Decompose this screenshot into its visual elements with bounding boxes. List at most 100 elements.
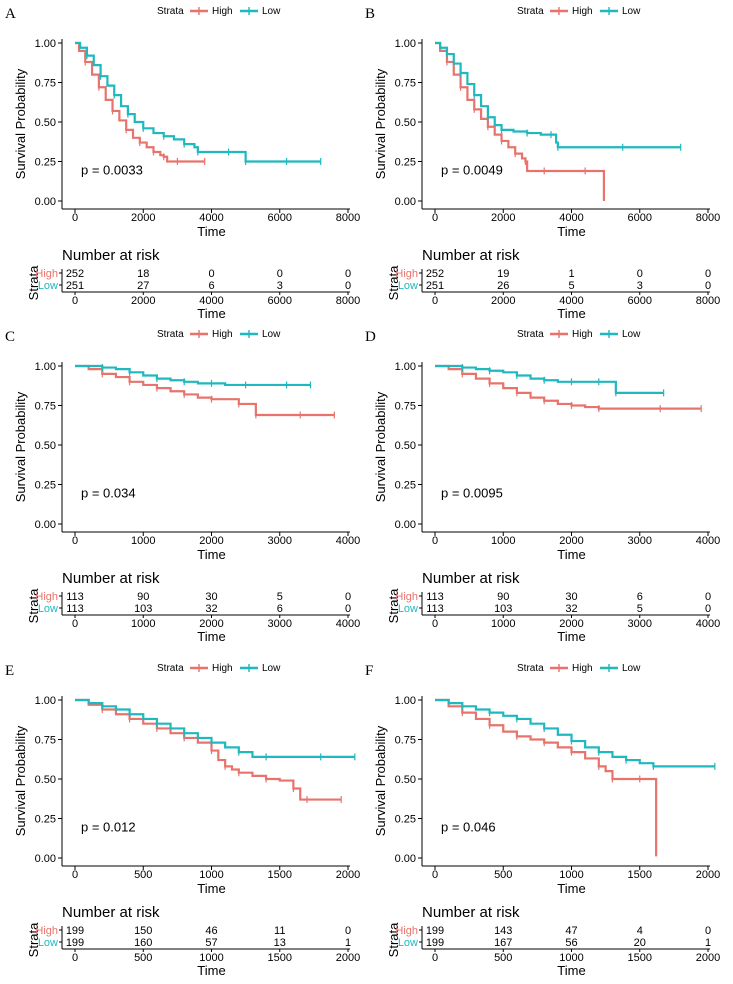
- y-tick-label: 1.00: [395, 695, 416, 707]
- legend-title: Strata: [517, 329, 544, 340]
- risk-table-title: Number at risk: [422, 904, 520, 921]
- y-tick-label: 1.00: [35, 38, 56, 50]
- x-tick-label: 3000: [628, 535, 652, 547]
- y-tick-label: 1.00: [395, 38, 416, 50]
- x-axis-title: Time: [197, 547, 225, 562]
- km-curve-high: [435, 41, 606, 201]
- risk-count: 1: [705, 937, 711, 949]
- panel-letter: F: [365, 663, 373, 679]
- p-value: p = 0.012: [81, 819, 136, 834]
- risk-row-label-low: Low: [398, 280, 418, 292]
- risk-count: 46: [205, 925, 217, 937]
- km-curve-low: [75, 364, 311, 387]
- risk-count: 0: [705, 603, 711, 615]
- x-tick-label: 1000: [491, 535, 515, 547]
- risk-count: 32: [205, 603, 217, 615]
- risk-x-tick-label: 1500: [628, 952, 652, 964]
- risk-count: 167: [494, 937, 512, 949]
- risk-x-tick-label: 0: [72, 295, 78, 307]
- risk-strata-label: Strata: [26, 588, 41, 623]
- x-tick-label: 2000: [491, 212, 515, 224]
- risk-count: 0: [705, 280, 711, 292]
- km-curve-low: [75, 41, 321, 163]
- y-tick-label: 0.25: [395, 480, 416, 492]
- panel-letter: B: [365, 6, 375, 22]
- x-tick-label: 1000: [131, 535, 155, 547]
- x-tick-label: 2000: [199, 535, 223, 547]
- legend-label-low: Low: [622, 329, 641, 340]
- risk-x-tick-label: 0: [72, 952, 78, 964]
- y-tick-label: 1.00: [35, 695, 56, 707]
- km-curve-low: [435, 364, 664, 394]
- legend-label-high: High: [572, 6, 593, 17]
- legend: Strata High Low: [517, 6, 641, 17]
- risk-x-tick-label: 0: [432, 295, 438, 307]
- x-tick-label: 2000: [336, 869, 360, 881]
- y-tick-label: 0.75: [35, 78, 56, 90]
- risk-count: 113: [426, 591, 444, 603]
- risk-count: 143: [494, 925, 512, 937]
- y-tick-label: 1.00: [35, 361, 56, 373]
- y-tick-label: 0.00: [35, 519, 56, 531]
- risk-count: 56: [565, 937, 577, 949]
- x-tick-label: 1500: [628, 869, 652, 881]
- risk-x-tick-label: 6000: [628, 295, 652, 307]
- p-value: p = 0.0033: [81, 162, 143, 177]
- x-axis-title: Time: [197, 881, 225, 896]
- x-tick-label: 4000: [199, 212, 223, 224]
- x-tick-label: 2000: [696, 869, 720, 881]
- risk-x-tick-label: 1000: [491, 618, 515, 630]
- risk-x-tick-label: 4000: [199, 295, 223, 307]
- x-tick-label: 2000: [131, 212, 155, 224]
- risk-x-tick-label: 500: [494, 952, 512, 964]
- risk-count: 0: [637, 268, 643, 280]
- risk-table-title: Number at risk: [62, 904, 160, 921]
- risk-count: 26: [497, 280, 509, 292]
- risk-count: 113: [66, 603, 84, 615]
- legend-label-low: Low: [262, 329, 281, 340]
- risk-x-tick-label: 2000: [491, 295, 515, 307]
- risk-count: 252: [66, 268, 84, 280]
- km-curve-high: [75, 364, 335, 417]
- legend-label-low: Low: [622, 663, 641, 674]
- risk-x-tick-label: 1500: [268, 952, 292, 964]
- risk-x-tick-label: 2000: [696, 952, 720, 964]
- risk-x-axis-title: Time: [557, 629, 585, 644]
- x-tick-label: 8000: [336, 212, 360, 224]
- risk-count: 5: [568, 280, 574, 292]
- x-tick-label: 0: [72, 869, 78, 881]
- x-tick-label: 8000: [696, 212, 720, 224]
- risk-count: 18: [137, 268, 149, 280]
- risk-count: 160: [134, 937, 152, 949]
- risk-count: 199: [66, 925, 84, 937]
- risk-x-tick-label: 0: [72, 618, 78, 630]
- risk-x-tick-label: 4000: [696, 618, 720, 630]
- y-tick-label: 0.00: [395, 519, 416, 531]
- km-curve-high: [75, 698, 342, 801]
- risk-count: 11: [274, 925, 285, 937]
- x-axis-title: Time: [557, 224, 585, 239]
- y-tick-label: 0.50: [395, 440, 416, 452]
- legend-label-high: High: [212, 6, 233, 17]
- legend-title: Strata: [517, 6, 544, 17]
- km-curve-low: [75, 698, 355, 758]
- risk-table-title: Number at risk: [422, 570, 520, 587]
- risk-table-title: Number at risk: [62, 570, 160, 587]
- legend-label-low: Low: [262, 6, 281, 17]
- y-tick-label: 1.00: [395, 361, 416, 373]
- risk-x-tick-label: 0: [432, 952, 438, 964]
- risk-count: 0: [345, 603, 351, 615]
- y-tick-label: 0.50: [395, 117, 416, 129]
- risk-table-title: Number at risk: [62, 247, 160, 264]
- risk-count: 0: [705, 925, 711, 937]
- x-tick-label: 0: [432, 869, 438, 881]
- risk-x-axis-title: Time: [197, 629, 225, 644]
- risk-x-tick-label: 1000: [559, 952, 583, 964]
- legend: Strata High Low: [157, 663, 281, 674]
- legend: Strata High Low: [517, 329, 641, 340]
